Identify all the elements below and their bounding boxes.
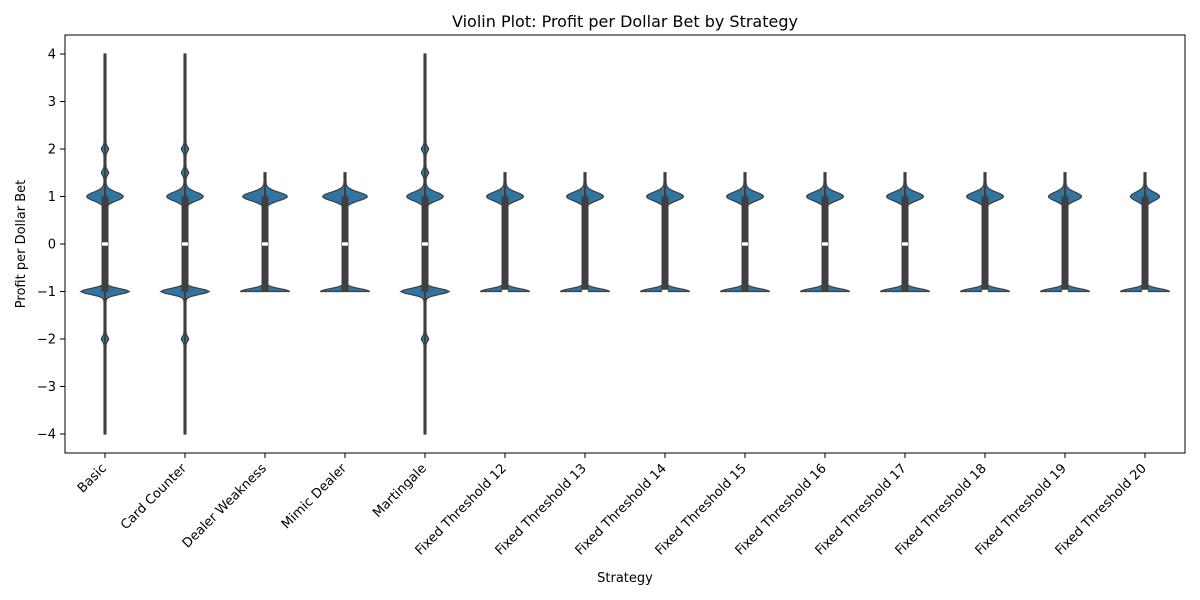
x-tick-label: Card Counter [118,461,190,533]
violin-group [1119,172,1171,294]
violin-group [719,172,771,293]
plot-frame [64,34,1186,454]
violin-median [342,242,348,246]
violin-median [422,242,428,246]
violin-group [1039,172,1091,294]
chart-title: Violin Plot: Profit per Dollar Bet by St… [452,12,798,31]
x-tick-label: Fixed Threshold 20 [1053,461,1150,558]
violin-median [662,289,668,294]
violin-iqr-box [581,196,589,292]
violin-group [79,53,131,435]
y-tick-label: 3 [48,95,56,110]
x-axis-label: Strategy [597,571,653,586]
violin-group [239,172,291,293]
violin-group [399,53,451,435]
violin-group [639,172,691,294]
violin-median [1142,289,1148,294]
violin-group [319,172,371,293]
violin-group [559,172,611,294]
violin-group [879,172,931,293]
x-tick-label: Mimic Dealer [279,461,350,532]
y-tick-label: 1 [48,190,56,205]
y-tick-label: −1 [37,285,56,300]
violin-group [799,172,851,293]
violin-median [982,289,988,294]
violin-median [102,242,108,246]
violin-group [479,172,531,294]
y-axis: −4 −3 −2 −1 0 1 2 3 4 [37,48,65,443]
violin-iqr-box [1141,196,1149,292]
violin-median [262,242,268,246]
x-tick-label: Martingale [370,461,430,521]
y-axis-label: Profit per Dollar Bet [14,180,29,308]
x-tick-label: Dealer Weakness [180,461,270,551]
violin-median [582,289,588,294]
y-tick-label: −4 [37,428,56,443]
violin-median [1062,289,1068,294]
y-tick-label: 0 [48,238,56,253]
violin-iqr-box [501,196,509,292]
violin-iqr-box [661,196,669,292]
y-tick-label: 2 [48,143,56,158]
violin-median [902,242,908,246]
violin-median [502,289,508,294]
violin-group [959,172,1011,294]
violin-group [159,53,211,435]
y-tick-label: −3 [37,380,56,395]
violin-median [742,242,748,246]
y-tick-label: −2 [37,333,56,348]
violin-median [182,242,188,246]
violin-median [822,242,828,246]
violin-iqr-box [1061,196,1069,292]
y-tick-label: 4 [48,48,56,63]
plot-area [79,53,1171,435]
violin-iqr-box [981,196,989,292]
x-tick-label: Basic [75,461,110,496]
